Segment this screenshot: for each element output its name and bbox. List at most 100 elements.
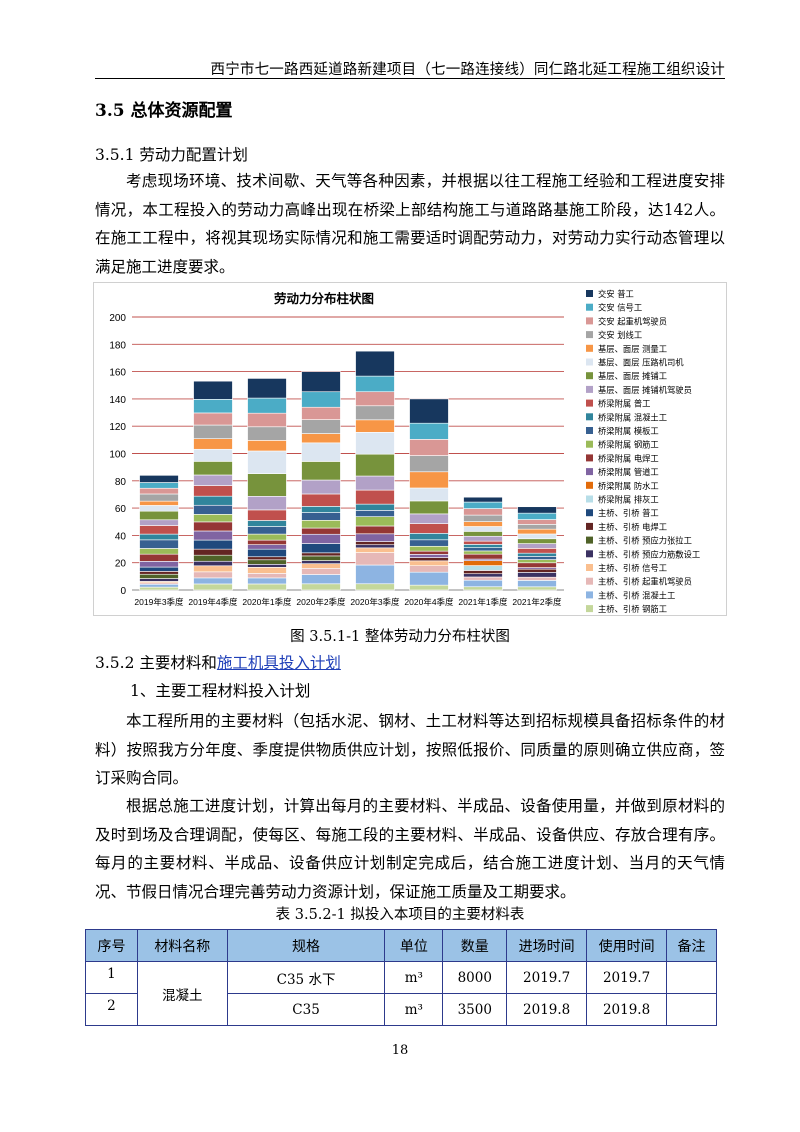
bar-segment <box>409 523 449 534</box>
bar-segment <box>301 419 341 434</box>
bar-segment <box>463 565 503 571</box>
bar-segment <box>409 500 449 515</box>
bar-segment <box>409 533 449 541</box>
bar-segment <box>193 485 233 497</box>
bar-segment <box>301 555 341 561</box>
bar-segment <box>355 419 395 433</box>
bar-segment <box>139 548 179 555</box>
bar-segment <box>193 504 233 515</box>
bar-segment <box>193 514 233 523</box>
bar-segment <box>301 533 341 544</box>
cell-qty: 8000 <box>442 961 508 994</box>
header-note: 备注 <box>666 929 717 962</box>
bar-segment <box>355 489 395 505</box>
bar-segment <box>301 560 341 564</box>
legend-swatch <box>586 344 593 352</box>
bar-segment <box>193 571 233 579</box>
bar-segment <box>247 583 287 591</box>
bar-segment <box>193 448 233 462</box>
x-tick-label: 2020年4季度 <box>404 597 454 607</box>
page-number: 18 <box>391 1043 409 1058</box>
legend-swatch <box>586 591 593 599</box>
bar-segment <box>247 412 287 428</box>
table-row: 2 C35 m³ 3500 2019.8 2019.8 <box>85 993 717 1026</box>
bar-segment <box>355 533 395 542</box>
bar-segment <box>517 543 557 549</box>
header-in-date: 进场时间 <box>506 929 588 962</box>
legend-label: 主桥、引桥 预应力筋敷设工 <box>598 549 700 559</box>
bar-segment <box>247 564 287 568</box>
legend-label: 交安 起重机驾驶员 <box>598 316 667 326</box>
cell-use-date: 2019.8 <box>586 993 668 1026</box>
bar-segment <box>193 539 233 550</box>
bar-segment <box>301 506 341 513</box>
legend-label: 主桥、引桥 钢筋工 <box>598 604 667 614</box>
legend-swatch <box>586 564 593 571</box>
legend-label: 桥梁附属 模板工 <box>598 426 659 436</box>
legend-swatch <box>586 372 593 380</box>
bar-segment <box>193 412 233 426</box>
legend-swatch <box>586 522 593 530</box>
bar-segment <box>517 533 557 540</box>
bar-segment <box>139 573 179 579</box>
legend-swatch <box>586 509 593 517</box>
bar-segment <box>355 350 395 377</box>
bar-segment <box>193 461 233 476</box>
y-tick-label: 20 <box>115 559 127 570</box>
bar-segment <box>139 539 179 549</box>
bar-segment <box>193 583 233 591</box>
bar-segment <box>247 397 287 414</box>
bar-segment <box>463 508 503 516</box>
bar-segment <box>301 371 341 393</box>
bar-segment <box>247 440 287 452</box>
bar-segment <box>301 461 341 481</box>
bar-segment <box>301 519 341 529</box>
x-tick-label: 2021年1季度 <box>458 597 508 607</box>
cell-qty: 3500 <box>442 993 508 1026</box>
header-material: 材料名称 <box>136 929 228 962</box>
bar-segment <box>517 572 557 578</box>
bar-segment <box>355 405 395 421</box>
header-no: 序号 <box>85 929 138 962</box>
bar-segment <box>301 442 341 462</box>
bar-segment <box>517 519 557 525</box>
bar-segment <box>301 391 341 408</box>
bar-segment <box>355 475 395 491</box>
bar-segment <box>409 439 449 456</box>
bar-segment <box>193 399 233 414</box>
legend-label: 主桥、引桥 起重机驾驶员 <box>598 577 692 587</box>
subsection-title-materials: 3.5.2 主要材料和施工机具投入计划 <box>95 651 341 673</box>
bar-segment <box>409 422 449 440</box>
bar-segment <box>355 544 395 549</box>
bar-segment <box>139 583 179 588</box>
x-tick-label: 2020年2季度 <box>296 597 346 607</box>
bar-segment <box>463 496 503 503</box>
bar-segment <box>409 487 449 502</box>
legend-swatch <box>586 290 593 297</box>
bar-segment <box>517 559 557 564</box>
machinery-plan-link[interactable]: 施工机具投入计划 <box>216 654 341 672</box>
bar-segment <box>463 514 503 522</box>
legend-label: 基层、面层 摊铺机驾驶员 <box>598 385 692 395</box>
y-tick-label: 80 <box>115 477 127 488</box>
bar-segment <box>355 510 395 517</box>
section-title: 3.5 总体资源配置 <box>95 101 233 121</box>
bar-segment <box>139 533 179 541</box>
bar-segment <box>463 547 503 552</box>
legend-label: 主桥、引桥 普工 <box>598 508 659 518</box>
legend-swatch <box>586 550 593 558</box>
bar-segment <box>463 576 503 581</box>
bar-segment <box>355 583 395 591</box>
bar-segment <box>301 493 341 507</box>
bar-segment <box>355 552 395 566</box>
bar-segment <box>409 513 449 524</box>
cell-note <box>666 961 717 994</box>
bar-segment <box>463 553 503 560</box>
bar-segment <box>193 495 233 506</box>
bar-segment <box>355 453 395 477</box>
bar-segment <box>355 547 395 553</box>
legend-swatch <box>586 413 593 421</box>
bar-segment <box>463 531 503 537</box>
bar-segment <box>517 538 557 544</box>
legend-label: 交安 划线工 <box>598 330 642 340</box>
